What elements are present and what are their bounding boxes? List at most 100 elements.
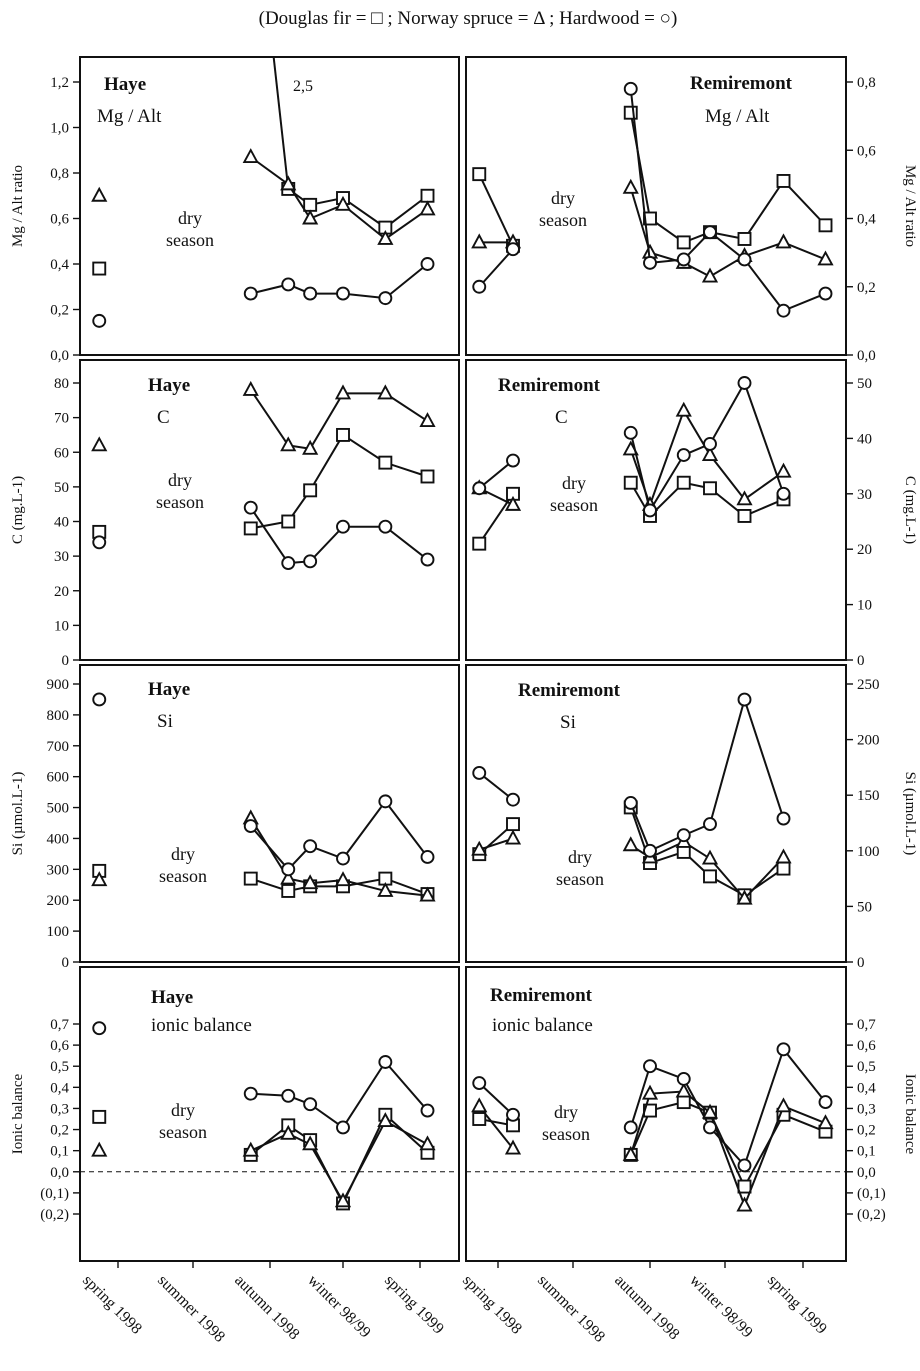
- panel-remiremont-si-ytick-label: 50: [857, 899, 872, 915]
- panel-remiremont-ionic-balance-series-hardwood: [472, 1042, 833, 1173]
- panel-haye-si-series-hardwood-point: [92, 692, 107, 707]
- panel-haye-si-ytick-label: 400: [47, 831, 70, 847]
- panel-remiremont-ionic-balance-series-hardwood-point: [776, 1042, 791, 1057]
- panel-haye-c-ytick-label: 70: [54, 411, 69, 427]
- panel-remiremont-c-series-hardwood-point: [506, 453, 520, 468]
- panel-haye-c-series-hardwood-point: [336, 519, 350, 534]
- panel-haye-ionic-balance-series-hardwood-line: [250, 1060, 429, 1129]
- panel-remiremont-ionic-balance-variable-label: ionic balance: [492, 1015, 593, 1036]
- panel-remiremont-mg-alt-ytick-label: 0,8: [857, 75, 876, 91]
- panel-remiremont-ionic-balance-ytick-label: 0,3: [857, 1101, 876, 1117]
- panel-remiremont-si-ytick-label: 0: [857, 955, 865, 971]
- panel-haye-ionic-balance-variable-label: ionic balance: [151, 1015, 252, 1036]
- panel-haye-c-dry-season-label: dry: [168, 470, 192, 490]
- panel-haye-mg-alt-series-douglas-fir-offscale-line: [272, 56, 290, 190]
- panel-remiremont-c-ytick-label: 50: [857, 376, 872, 392]
- panel-haye-ionic-balance-series-hardwood-point: [303, 1097, 318, 1112]
- panel-haye-ionic-balance-series-norway-spruce-point: [91, 1141, 108, 1157]
- panel-remiremont-ionic-balance-series-hardwood-point: [472, 1076, 487, 1091]
- panel-haye-mg-alt-series-norway-spruce-point: [242, 148, 259, 164]
- panel-haye-mg-alt-series-douglas-fir-point: [92, 261, 107, 276]
- panel-remiremont-si-frame: [465, 664, 847, 963]
- panel-haye-mg-alt-series-norway-spruce-line: [250, 156, 429, 241]
- panel-remiremont-si-series-douglas-fir: [472, 800, 791, 903]
- panel-remiremont-c-ytick-label: 0: [857, 653, 865, 669]
- panel-haye-c-ytick-label: 60: [54, 445, 69, 461]
- panel-haye-mg-alt-series-norway-spruce-point: [334, 195, 352, 211]
- panel-remiremont-mg-alt-ytick-label: 0,4: [857, 212, 876, 228]
- panel-remiremont-si-series-hardwood-point: [643, 843, 657, 858]
- panel-remiremont-c-series-douglas-fir-point: [737, 509, 752, 523]
- panel-remiremont-si-series-norway-spruce-point: [736, 889, 753, 905]
- panel-remiremont-c-series-norway-spruce: [471, 401, 792, 511]
- panel-remiremont-si-series-hardwood: [472, 692, 791, 858]
- panel-remiremont-c-series-norway-spruce-point: [775, 462, 792, 478]
- panel-haye-mg-alt-series-hardwood-point: [243, 286, 258, 301]
- panel-haye-si-ytick-label: 700: [47, 739, 70, 755]
- panel-haye-mg-alt-series-norway-spruce-point: [91, 186, 108, 202]
- panel-haye-si-ytick-label: 200: [47, 893, 70, 909]
- panel-remiremont-si-series-hardwood-line: [478, 772, 514, 801]
- panel-haye-mg-alt-ytick-label: 0,8: [50, 166, 69, 182]
- panel-remiremont-mg-alt-series-douglas-fir-point: [643, 211, 657, 226]
- panel-haye-ionic-balance-frame: [79, 966, 460, 1262]
- panel-haye-si-y-axis-title: Si (µmol.L-1): [10, 772, 26, 856]
- panel-remiremont-c-series-hardwood-point: [676, 448, 691, 462]
- panel-haye-si-ytick-label: 600: [47, 770, 70, 786]
- panel-haye-c-series-douglas-fir-point: [281, 514, 296, 529]
- panel-remiremont-si-series-hardwood-point: [703, 817, 717, 832]
- panel-remiremont-ionic-balance-dry-season-label: season: [542, 1124, 590, 1144]
- panel-haye-si-series-douglas-fir-point: [281, 884, 296, 898]
- panel-haye-c-dry-season-label: season: [156, 492, 204, 512]
- panel-haye-mg-alt-ytick-label: 0,2: [50, 303, 69, 319]
- panel-remiremont-ionic-balance-series-norway-spruce-line: [478, 1105, 514, 1150]
- panel-haye-ionic-balance-ytick-label: 0,5: [50, 1059, 69, 1075]
- panel-haye-ionic-balance-series-hardwood-point: [378, 1055, 393, 1069]
- panel-haye-c-series-hardwood-point: [92, 535, 107, 550]
- panel-remiremont-c-ytick-label: 10: [857, 598, 872, 614]
- panel-remiremont-mg-alt-ytick-label: 0,6: [857, 143, 876, 159]
- panel-remiremont-mg-alt-series-hardwood: [472, 81, 833, 318]
- panel-remiremont-c-ytick-label: 20: [857, 542, 872, 558]
- panel-remiremont-mg-alt-series-hardwood-point: [472, 279, 487, 294]
- panel-remiremont-ionic-balance-y-axis-title: Ionic balance: [902, 1074, 918, 1155]
- panel-haye-ionic-balance-series-hardwood-point: [243, 1086, 258, 1101]
- panel-remiremont-ionic-balance-series-douglas-fir-point: [472, 1112, 487, 1126]
- panel-haye-si-series-norway-spruce-point: [334, 871, 352, 887]
- panel-remiremont-ionic-balance-site-label: Remiremont: [490, 985, 593, 1006]
- panel-haye-si-series-hardwood-point: [281, 862, 296, 877]
- panel-remiremont-c-frame: [465, 359, 847, 661]
- panel-remiremont-si-series-hardwood-point: [506, 792, 520, 807]
- panel-haye-ionic-balance-series-hardwood-point: [281, 1088, 296, 1103]
- panel-haye-c-ytick-label: 20: [54, 584, 69, 600]
- panel-haye-c-ytick-label: 50: [54, 480, 69, 496]
- panel-remiremont-si: 0 50 100 150 200 250 Si (µmol.L-1) Remiremont Si…: [465, 664, 918, 971]
- panel-remiremont-c-ytick-label: 30: [857, 487, 872, 503]
- panel-remiremont-si-series-norway-spruce-point: [471, 840, 488, 856]
- panel-haye-ionic-balance: (0,2) (0,1) 0,0 0,1 0,2 0,3 0,4 0,5 0,6 0,7 Ionic …: [10, 966, 460, 1262]
- x-category-label: winter 98/99: [304, 1272, 374, 1342]
- panel-haye-si-series-hardwood-point: [243, 819, 258, 834]
- panel-haye-ionic-balance-series-hardwood-point: [92, 1021, 107, 1036]
- panel-remiremont-mg-alt-series-hardwood-point: [623, 81, 638, 96]
- panel-haye-ionic-balance-dry-season-label: dry: [171, 1100, 195, 1120]
- panel-remiremont-c-variable-label: C: [555, 407, 568, 428]
- panel-remiremont-c-series-hardwood-line: [478, 459, 514, 490]
- panel-remiremont-c-dry-season-label: dry: [562, 473, 586, 493]
- panel-remiremont-ionic-balance-dry-season-label: dry: [554, 1102, 578, 1122]
- panel-haye-ionic-balance-series-hardwood-point: [336, 1120, 350, 1135]
- panel-haye-ionic-balance-ytick-label: (0,2): [40, 1207, 69, 1223]
- panel-haye-mg-alt-series-norway-spruce-point: [419, 200, 436, 216]
- panel-haye-mg-alt-series-hardwood-point: [378, 291, 393, 306]
- panel-remiremont-ionic-balance-ytick-label: 0,6: [857, 1038, 876, 1054]
- panel-haye-c-series-hardwood-point: [378, 519, 393, 534]
- panel-haye-si-dry-season-label: season: [159, 866, 207, 886]
- panel-remiremont-mg-alt-series-douglas-fir-point: [676, 235, 691, 250]
- panel-haye-si-series-hardwood-point: [336, 851, 350, 866]
- panel-remiremont-c-series-douglas-fir-point: [472, 536, 487, 551]
- panel-remiremont-c: 0 10 20 30 40 50 C (mg.L-1) Remiremont Cdryseaso…: [465, 359, 918, 669]
- panel-remiremont-si-series-hardwood-point: [623, 796, 638, 810]
- panel-remiremont-ionic-balance-series-hardwood-point: [506, 1107, 520, 1122]
- x-axis-categories: spring 1998 summer 1998 autumn 1998 winter …: [79, 1261, 830, 1346]
